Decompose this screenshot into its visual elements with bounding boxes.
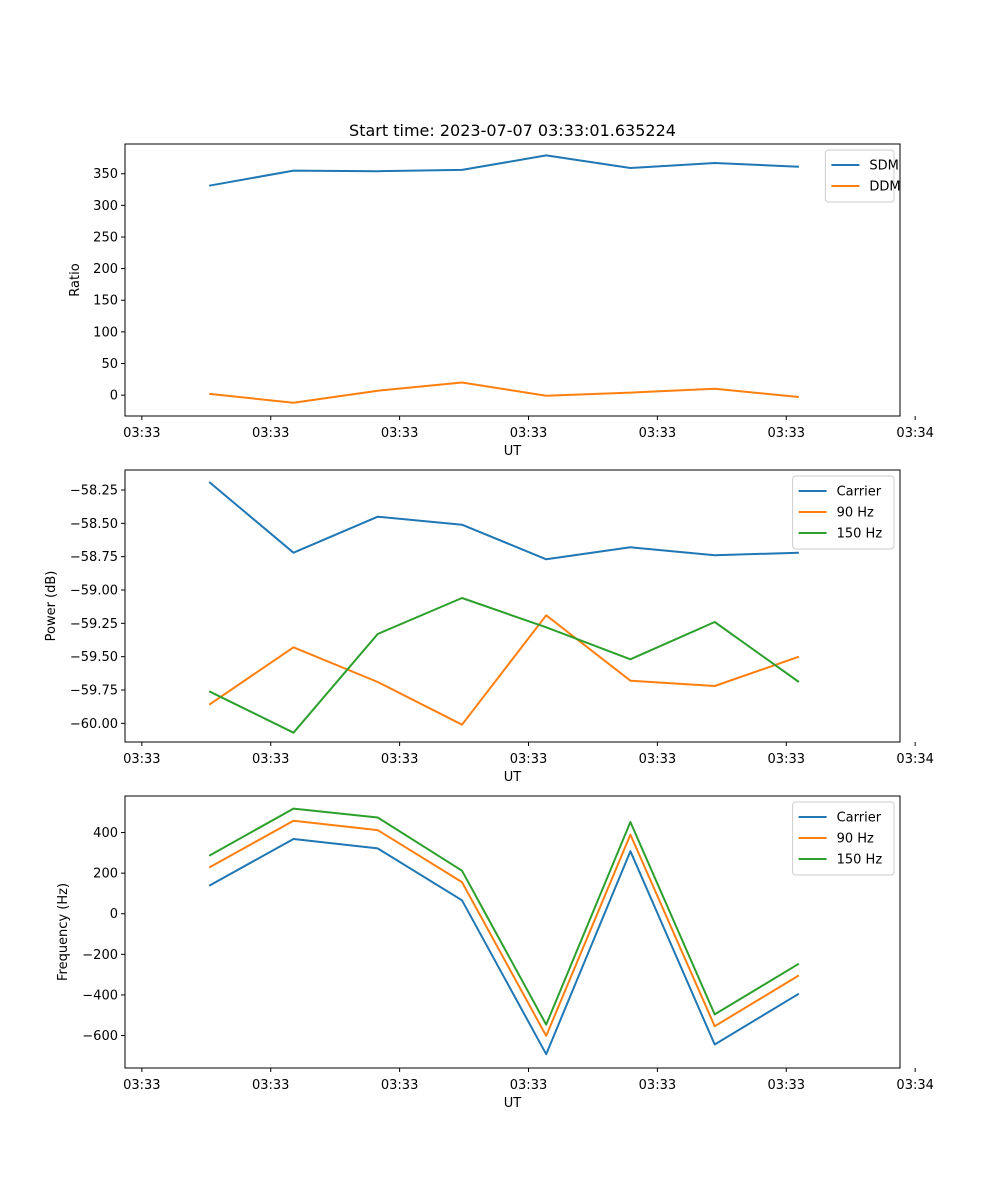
x-tick-label: 03:33 — [252, 1078, 289, 1093]
series-line-sdm — [209, 154, 799, 187]
legend: SDM DDM — [824, 149, 901, 203]
y-tick-label: −600 — [82, 1029, 118, 1044]
x-tick-label: 03:34 — [896, 426, 933, 441]
y-tick-label: −59.75 — [70, 684, 118, 699]
y-tick-label: 400 — [93, 826, 118, 841]
legend-box — [792, 475, 895, 550]
x-tick-label: 03:34 — [896, 1078, 933, 1093]
x-tick-label: 03:34 — [896, 752, 933, 767]
chart-panel-2: −60.00 −59.75 −59.50 −59.25 −59.00 −58.75 −58.… — [44, 469, 934, 785]
y-tick-label: −58.50 — [70, 517, 118, 532]
x-axis-label: UT — [504, 444, 522, 459]
legend-label: 150 Hz — [837, 853, 883, 868]
x-tick-label: 03:33 — [639, 1078, 676, 1093]
y-tick-label: −200 — [82, 948, 118, 963]
y-tick-label: 0 — [110, 389, 118, 404]
y-tick-label: 50 — [101, 357, 118, 372]
chart-panel-1: Start time: 2023-07-07 03:33:01.635224 0 5… — [68, 121, 934, 459]
x-tick-label: 03:33 — [639, 752, 676, 767]
legend-label: 90 Hz — [837, 506, 874, 521]
y-tick-label: −60.00 — [70, 717, 118, 732]
legend-box — [824, 149, 895, 203]
series-line-90-hz — [208, 819, 800, 1037]
y-tick-label: 200 — [93, 867, 118, 882]
legend: Carrier 90 Hz 150 Hz — [792, 801, 895, 876]
x-tick-label: 03:33 — [252, 426, 289, 441]
x-tick-label: 03:33 — [639, 426, 676, 441]
legend-box — [792, 801, 895, 876]
x-tick-label: 03:33 — [252, 752, 289, 767]
series-line-150-hz — [208, 597, 800, 734]
y-tick-label: −59.50 — [70, 650, 118, 665]
series-line-ddm — [209, 381, 799, 404]
y-tick-label: −59.00 — [70, 584, 118, 599]
chart-panel-3: −600 −400 −200 0 200 400 03:33 03:33 03:33 03:33 0… — [56, 795, 934, 1111]
legend-label: DDM — [869, 180, 900, 195]
x-tick-label: 03:33 — [123, 426, 160, 441]
legend-label: Carrier — [837, 485, 882, 500]
x-tick-label: 03:33 — [510, 426, 547, 441]
legend: Carrier 90 Hz 150 Hz — [792, 475, 895, 550]
x-tick-label: 03:33 — [123, 1078, 160, 1093]
x-tick-label: 03:33 — [768, 752, 805, 767]
chart-title: Start time: 2023-07-07 03:33:01.635224 — [349, 121, 676, 140]
series-line-carrier — [208, 838, 800, 1056]
y-tick-label: −400 — [82, 988, 118, 1003]
plot-frame — [124, 469, 901, 743]
y-tick-label: −58.75 — [70, 550, 118, 565]
legend-label: SDM — [869, 159, 898, 174]
x-tick-label: 03:33 — [123, 752, 160, 767]
y-tick-label: 250 — [93, 230, 118, 245]
y-axis-label: Power (dB) — [44, 571, 59, 642]
y-tick-label: −58.25 — [70, 484, 118, 499]
x-tick-label: 03:33 — [768, 426, 805, 441]
x-tick-label: 03:33 — [510, 1078, 547, 1093]
x-axis-label: UT — [504, 1096, 522, 1111]
x-tick-label: 03:33 — [381, 426, 418, 441]
x-tick-label: 03:33 — [381, 1078, 418, 1093]
series-line-carrier — [208, 481, 799, 561]
legend-label: 90 Hz — [837, 832, 874, 847]
y-tick-label: 300 — [93, 199, 118, 214]
x-tick-label: 03:33 — [768, 1078, 805, 1093]
legend-label: 150 Hz — [837, 527, 883, 542]
y-tick-label: 150 — [93, 294, 118, 309]
x-axis-label: UT — [504, 770, 522, 785]
series-line-90-hz — [208, 614, 800, 726]
y-axis-label: Frequency (Hz) — [56, 883, 71, 981]
y-axis-label: Ratio — [68, 263, 83, 296]
y-tick-label: 350 — [93, 167, 118, 182]
y-tick-label: 0 — [110, 907, 118, 922]
y-tick-label: 100 — [93, 325, 118, 340]
x-tick-label: 03:33 — [510, 752, 547, 767]
y-tick-label: −59.25 — [70, 617, 118, 632]
legend-label: Carrier — [837, 811, 882, 826]
plot-frame — [124, 795, 901, 1069]
series-line-150-hz — [208, 807, 800, 1026]
y-tick-label: 200 — [93, 262, 118, 277]
plot-frame — [124, 143, 901, 417]
x-tick-label: 03:33 — [381, 752, 418, 767]
